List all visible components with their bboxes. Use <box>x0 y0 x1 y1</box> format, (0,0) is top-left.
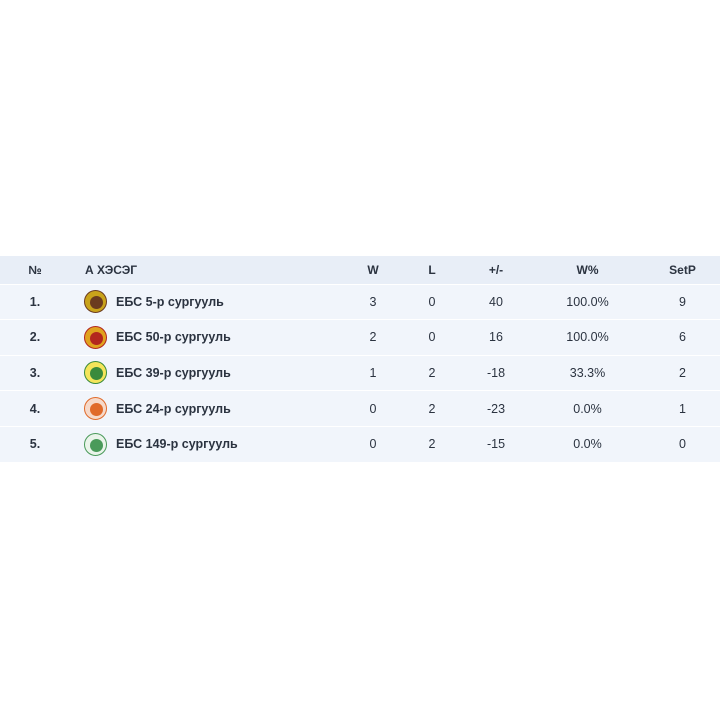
col-header-team[interactable]: А ХЭСЭГ <box>85 262 138 277</box>
row-point-diff: 16 <box>489 330 503 345</box>
row-team-cell: ЕБС 5-р сургууль <box>70 284 329 320</box>
row-team-cell: ЕБС 39-р сургууль <box>70 355 329 391</box>
row-win-pct: 33.3% <box>569 365 606 380</box>
table-row[interactable]: 3. ЕБС 39-р сургууль 1 2 -18 33.3% 2 <box>0 355 720 391</box>
row-win-pct: 100.0% <box>566 294 609 309</box>
school-emblem-icon <box>84 290 107 314</box>
team-name-link[interactable]: ЕБС 149-р сургууль <box>116 437 238 452</box>
row-team-cell: ЕБС 24-р сургууль <box>70 391 329 427</box>
row-team-cell: ЕБС 149-р сургууль <box>70 426 329 462</box>
row-set-points: 0 <box>679 437 686 452</box>
row-win-pct: 0.0% <box>573 437 602 452</box>
col-header-point-diff[interactable]: +/- <box>488 262 504 277</box>
row-position: 4. <box>29 401 41 416</box>
col-header-wins[interactable]: W <box>367 262 379 277</box>
row-set-points: 1 <box>679 401 686 416</box>
row-wins: 2 <box>369 330 377 345</box>
row-position: 2. <box>29 330 41 345</box>
table-row[interactable]: 4. ЕБС 24-р сургууль 0 2 -23 0.0% 1 <box>0 390 720 427</box>
row-point-diff: 40 <box>489 294 503 309</box>
row-losses: 0 <box>428 330 436 345</box>
team-name-link[interactable]: ЕБС 5-р сургууль <box>116 294 224 309</box>
row-point-diff: -23 <box>486 401 506 416</box>
row-team-cell: ЕБС 50-р сургууль <box>70 320 329 356</box>
row-point-diff: -18 <box>486 365 506 380</box>
col-header-win-pct[interactable]: W% <box>576 262 599 277</box>
row-position: 3. <box>29 365 41 380</box>
row-losses: 2 <box>428 437 436 452</box>
row-set-points: 9 <box>679 294 686 309</box>
col-header-set-points[interactable]: SetP <box>669 262 696 277</box>
row-set-points: 2 <box>679 365 686 380</box>
col-header-position[interactable]: № <box>28 262 42 277</box>
school-emblem-icon <box>84 432 107 456</box>
school-emblem-icon <box>84 397 107 421</box>
standings-table: № А ХЭСЭГ W L +/- W% SetP 1. ЕБС 5-р сур… <box>0 256 720 462</box>
school-emblem-icon <box>84 325 107 349</box>
table-row[interactable]: 5. ЕБС 149-р сургууль 0 2 -15 0.0% 0 <box>0 426 720 462</box>
row-losses: 0 <box>428 294 436 309</box>
school-emblem-icon <box>84 361 107 385</box>
row-wins: 3 <box>369 294 377 309</box>
row-losses: 2 <box>428 401 436 416</box>
row-wins: 0 <box>369 437 377 452</box>
row-position: 1. <box>29 294 41 309</box>
row-wins: 0 <box>369 401 377 416</box>
col-header-losses[interactable]: L <box>428 262 436 277</box>
table-row[interactable]: 2. ЕБС 50-р сургууль 2 0 16 100.0% 6 <box>0 319 720 356</box>
table-body: 1. ЕБС 5-р сургууль 3 0 40 100.0% 9 2. Е… <box>0 284 720 462</box>
row-win-pct: 0.0% <box>573 401 602 416</box>
row-position: 5. <box>29 437 41 452</box>
team-name-link[interactable]: ЕБС 39-р сургууль <box>116 365 231 380</box>
team-name-link[interactable]: ЕБС 24-р сургууль <box>116 401 231 416</box>
row-win-pct: 100.0% <box>566 330 609 345</box>
row-wins: 1 <box>369 365 377 380</box>
row-point-diff: -15 <box>486 437 506 452</box>
row-losses: 2 <box>428 365 436 380</box>
row-set-points: 6 <box>679 330 686 345</box>
table-row[interactable]: 1. ЕБС 5-р сургууль 3 0 40 100.0% 9 <box>0 284 720 320</box>
team-name-link[interactable]: ЕБС 50-р сургууль <box>116 330 231 345</box>
table-header: № А ХЭСЭГ W L +/- W% SetP <box>0 256 720 284</box>
header-row: № А ХЭСЭГ W L +/- W% SetP <box>0 256 720 284</box>
